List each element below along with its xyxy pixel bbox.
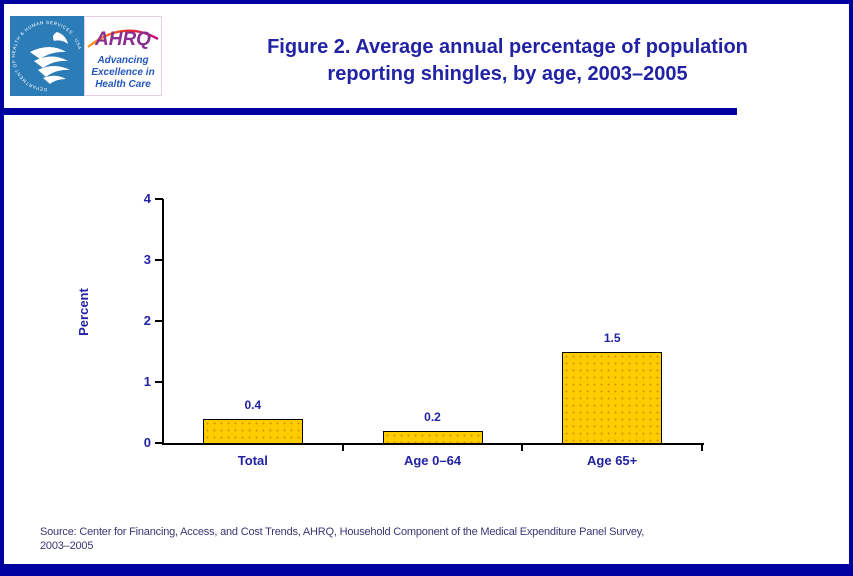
bar-value-label: 1.5 xyxy=(603,330,621,345)
hhs-eagle-icon: DEPARTMENT OF HEALTH & HUMAN SERVICES · … xyxy=(10,16,84,96)
y-tick-label: 2 xyxy=(143,313,151,328)
figure-title-line1: Figure 2. Average annual percentage of p… xyxy=(267,36,748,58)
bar-Total xyxy=(202,418,303,444)
y-axis xyxy=(162,199,164,445)
source-note: Source: Center for Financing, Access, an… xyxy=(40,525,830,553)
x-tick xyxy=(701,443,703,451)
bar-value-label: 0.2 xyxy=(424,409,441,424)
hhs-logo: DEPARTMENT OF HEALTH & HUMAN SERVICES · … xyxy=(10,16,84,96)
ahrq-hhs-logo: DEPARTMENT OF HEALTH & HUMAN SERVICES · … xyxy=(10,16,162,96)
category-label: Total xyxy=(237,453,268,468)
y-tick-label: 1 xyxy=(143,374,151,389)
category-label: Age 65+ xyxy=(587,453,638,468)
y-tick-label: 4 xyxy=(143,191,151,206)
ahrq-tagline: Advancing Excellence in Health Care xyxy=(85,55,161,91)
bar-Age 65+ xyxy=(562,351,663,444)
y-tick-label: 0 xyxy=(143,435,151,450)
y-tick xyxy=(155,259,163,261)
x-tick xyxy=(341,443,344,451)
ahrq-tagline-line3: Health Care xyxy=(95,79,151,90)
figure-title: Figure 2. Average annual percentage of p… xyxy=(170,34,845,88)
y-tick-label: 3 xyxy=(143,252,151,267)
x-axis xyxy=(162,443,704,445)
ahrq-tagline-line1: Advancing xyxy=(97,55,149,66)
header-rule xyxy=(4,108,737,115)
source-note-line2: 2003–2005 xyxy=(40,540,94,552)
ahrq-acronym: AHRQ xyxy=(95,29,151,50)
figure-title-line2: reporting shingles, by age, 2003–2005 xyxy=(327,63,688,85)
bar-Age 0–64 xyxy=(382,430,483,444)
source-note-line1: Source: Center for Financing, Access, an… xyxy=(40,526,645,538)
category-label: Age 0–64 xyxy=(403,453,462,468)
y-tick xyxy=(155,442,163,444)
y-tick xyxy=(155,198,163,200)
bar-value-label: 0.4 xyxy=(244,397,262,412)
y-tick xyxy=(155,320,163,322)
ahrq-tagline-line2: Excellence in xyxy=(91,67,155,78)
x-tick xyxy=(521,443,524,451)
bottom-rule xyxy=(4,564,849,572)
y-axis-title: Percent xyxy=(76,288,91,336)
ahrq-arc-icon xyxy=(87,29,159,48)
y-tick xyxy=(155,381,163,383)
ahrq-logo: AHRQ Advancing Excellence in Health Care xyxy=(84,16,162,96)
